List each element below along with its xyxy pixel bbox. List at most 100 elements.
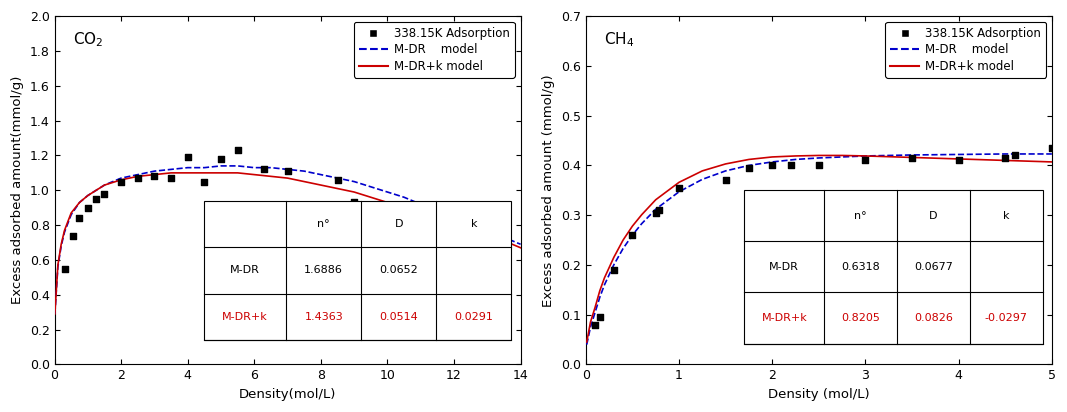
M-DR+k model [635, 212, 648, 217]
M-DR+k model [65, 211, 78, 215]
Text: k: k [1003, 211, 1009, 221]
Legend: 338.15K Adsorption, M-DR    model, M-DR+k model: 338.15K Adsorption, M-DR model, M-DR+k m… [354, 22, 514, 77]
M-DR+k model [381, 200, 394, 205]
M-DR    model [365, 184, 378, 189]
M-DR+k model [58, 228, 70, 233]
M-DR+k model [214, 171, 227, 176]
M-DR    model [148, 169, 161, 173]
338.15K Adsorption [196, 178, 213, 185]
M-DR+k model [584, 320, 596, 325]
338.15K Adsorption [670, 185, 687, 191]
M-DR+k model [598, 275, 610, 280]
M-DR+k model [48, 311, 61, 316]
Text: 0.0291: 0.0291 [455, 312, 493, 322]
338.15K Adsorption [346, 199, 363, 206]
M-DR    model [593, 295, 606, 300]
338.15K Adsorption [587, 321, 604, 328]
M-DR    model [580, 342, 593, 347]
M-DR    model [81, 193, 94, 198]
M-DR+k model [348, 190, 361, 194]
M-DR    model [952, 152, 965, 157]
Text: k: k [471, 219, 477, 229]
338.15K Adsorption [55, 265, 73, 272]
338.15K Adsorption [256, 166, 273, 173]
M-DR    model [282, 167, 294, 172]
M-DR+k model [672, 180, 685, 185]
M-DR+k model [835, 153, 848, 158]
M-DR    model [448, 214, 461, 219]
Text: n°: n° [317, 219, 330, 229]
338.15K Adsorption [96, 190, 113, 197]
338.15K Adsorption [997, 154, 1014, 161]
338.15K Adsorption [648, 209, 665, 216]
338.15K Adsorption [229, 147, 246, 154]
M-DR    model [790, 157, 802, 162]
338.15K Adsorption [489, 243, 506, 249]
Line: M-DR+k model: M-DR+k model [587, 155, 1052, 342]
M-DR+k model [448, 222, 461, 227]
M-DR    model [381, 190, 394, 194]
M-DR    model [48, 311, 61, 316]
M-DR+k model [999, 158, 1012, 163]
Text: CO$_2$: CO$_2$ [74, 30, 103, 49]
Text: -0.0297: -0.0297 [985, 313, 1028, 323]
M-DR+k model [365, 195, 378, 200]
M-DR+k model [626, 224, 639, 229]
M-DR    model [607, 262, 620, 267]
338.15K Adsorption [329, 177, 346, 183]
M-DR    model [74, 200, 86, 205]
338.15K Adsorption [624, 232, 641, 239]
338.15K Adsorption [904, 154, 921, 161]
M-DR+k model [248, 172, 260, 177]
M-DR    model [464, 221, 477, 226]
Text: n°: n° [855, 211, 867, 221]
Bar [745, 190, 1042, 344]
338.15K Adsorption [782, 162, 799, 169]
X-axis label: Density (mol/L): Density (mol/L) [768, 388, 870, 401]
338.15K Adsorption [1048, 150, 1065, 156]
M-DR+k model [790, 154, 802, 159]
M-DR    model [315, 172, 328, 177]
Line: M-DR    model: M-DR model [54, 166, 521, 314]
M-DR+k model [265, 174, 277, 179]
M-DR    model [65, 212, 78, 217]
M-DR    model [766, 159, 779, 164]
M-DR+k model [115, 178, 128, 183]
M-DR    model [232, 164, 244, 169]
M-DR    model [617, 246, 630, 251]
338.15K Adsorption [280, 168, 297, 174]
M-DR+k model [481, 233, 494, 238]
Y-axis label: Excess adsorbed amount(mmol/g): Excess adsorbed amount(mmol/g) [11, 76, 25, 304]
338.15K Adsorption [1006, 152, 1023, 159]
M-DR+k model [589, 305, 602, 310]
M-DR    model [635, 221, 648, 226]
M-DR+k model [164, 171, 177, 176]
Text: 0.8205: 0.8205 [841, 313, 880, 323]
M-DR+k model [51, 263, 64, 268]
Text: M-DR: M-DR [769, 262, 799, 272]
338.15K Adsorption [1044, 145, 1061, 151]
Text: M-DR+k: M-DR+k [762, 313, 807, 323]
M-DR    model [248, 165, 260, 170]
M-DR    model [131, 172, 144, 177]
M-DR+k model [398, 205, 411, 210]
338.15K Adsorption [605, 267, 622, 273]
338.15K Adsorption [162, 175, 179, 181]
Text: D: D [929, 211, 938, 221]
M-DR    model [348, 179, 361, 184]
M-DR+k model [719, 162, 732, 166]
M-DR    model [835, 154, 848, 159]
M-DR+k model [743, 157, 755, 162]
Line: M-DR    model: M-DR model [587, 154, 1052, 344]
M-DR    model [743, 163, 755, 168]
Bar [204, 201, 511, 340]
M-DR    model [398, 195, 411, 200]
Text: M-DR: M-DR [230, 265, 260, 275]
338.15K Adsorption [129, 175, 146, 181]
Text: 0.0826: 0.0826 [914, 313, 953, 323]
Legend: 338.15K Adsorption, M-DR    model, M-DR+k model: 338.15K Adsorption, M-DR model, M-DR+k m… [886, 22, 1046, 77]
Text: 0.0677: 0.0677 [914, 262, 953, 272]
M-DR    model [497, 235, 510, 240]
M-DR    model [1046, 152, 1058, 157]
M-DR+k model [331, 186, 344, 191]
